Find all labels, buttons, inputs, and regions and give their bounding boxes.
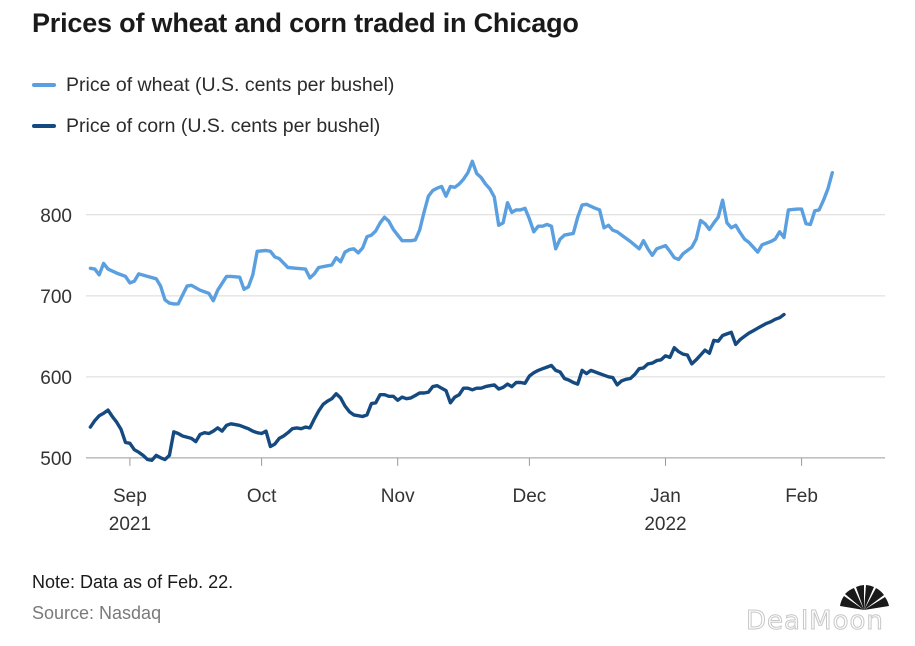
x-tick-label-sep: Sep [113,486,147,507]
x-tick-label-oct: Oct [247,486,277,507]
line-chart: 500 600 700 800 Sep 2021 Oct Nov Dec Jan 2022 Feb [40,159,885,535]
x-tick-label-feb: Feb [785,486,818,507]
chart-source: Source: Nasdaq [32,603,162,623]
watermark-text: DealMoon [746,606,884,637]
x-tick-label-nov: Nov [381,486,415,507]
legend-label-wheat: Price of wheat (U.S. cents per bushel) [66,73,395,96]
legend-item-wheat: Price of wheat (U.S. cents per bushel) [32,72,394,98]
series-line-wheat [88,159,834,306]
legend-swatch-wheat [32,83,56,87]
legend-item-corn: Price of corn (U.S. cents per bushel) [32,113,380,139]
series-line-corn [88,312,786,462]
x-tick-label-dec: Dec [513,486,547,507]
x-tick-label-jan: Jan [650,486,681,507]
y-tick-label-800: 800 [40,206,72,227]
cnbc-peacock-icon [840,585,889,610]
x-tick-year-2022: 2022 [644,514,686,535]
legend-swatch-corn [32,124,56,128]
y-tick-label-500: 500 [40,449,72,470]
y-tick-label-600: 600 [40,368,72,389]
x-tick-year-2021: 2021 [109,514,151,535]
chart-note: Note: Data as of Feb. 22. [32,572,234,592]
legend-label-corn: Price of corn (U.S. cents per bushel) [66,114,381,137]
y-tick-label-700: 700 [40,287,72,308]
chart-title: Prices of wheat and corn traded in Chica… [32,8,579,38]
